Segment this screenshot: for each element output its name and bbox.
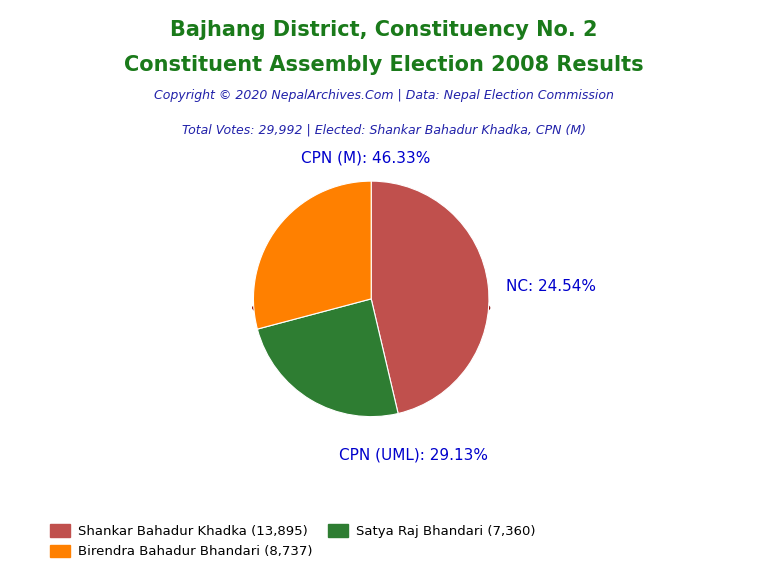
Text: Constituent Assembly Election 2008 Results: Constituent Assembly Election 2008 Resul… [124,55,644,75]
Text: CPN (UML): 29.13%: CPN (UML): 29.13% [339,448,488,463]
Wedge shape [371,181,489,414]
Wedge shape [257,299,398,416]
Text: NC: 24.54%: NC: 24.54% [505,279,596,294]
Text: Total Votes: 29,992 | Elected: Shankar Bahadur Khadka, CPN (M): Total Votes: 29,992 | Elected: Shankar B… [182,124,586,137]
Text: CPN (M): 46.33%: CPN (M): 46.33% [301,150,430,165]
Text: Bajhang District, Constituency No. 2: Bajhang District, Constituency No. 2 [170,20,598,40]
Text: Copyright © 2020 NepalArchives.Com | Data: Nepal Election Commission: Copyright © 2020 NepalArchives.Com | Dat… [154,89,614,103]
Legend: Shankar Bahadur Khadka (13,895), Birendra Bahadur Bhandari (8,737), Satya Raj Bh: Shankar Bahadur Khadka (13,895), Birendr… [45,519,541,564]
Wedge shape [253,181,371,329]
Ellipse shape [253,294,490,322]
